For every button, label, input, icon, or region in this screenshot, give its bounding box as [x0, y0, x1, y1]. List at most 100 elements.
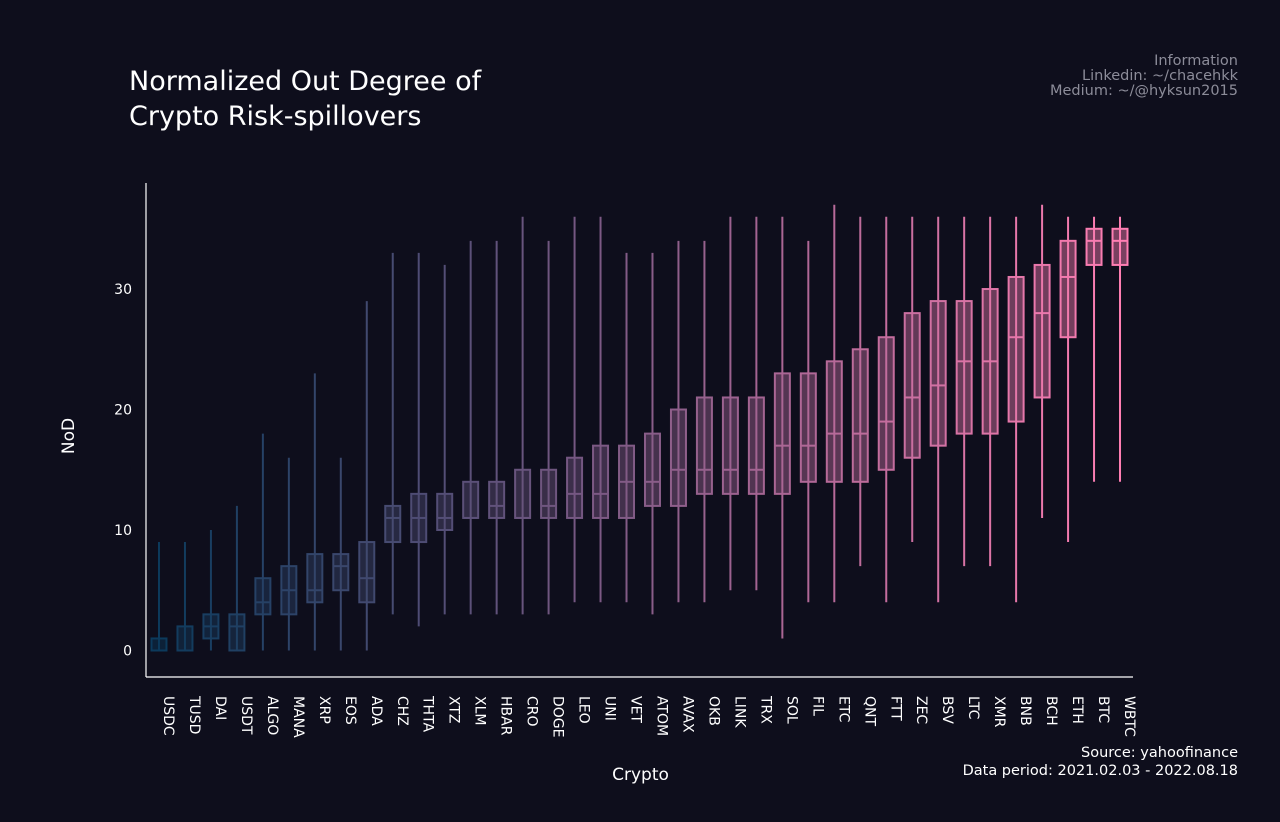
- box-link: [721, 216, 739, 591]
- x-tick-label-btc: BTC: [1095, 696, 1111, 723]
- box-mana: [280, 457, 298, 651]
- box-trx: [747, 216, 765, 591]
- x-tick-label-usdc: USDC: [160, 696, 176, 736]
- info-linkedin: Linkedin: ~/chacehkk: [1082, 68, 1238, 84]
- x-tick-label-ltc: LTC: [965, 696, 981, 720]
- box-wbtc: [1111, 216, 1129, 482]
- iqr-box-zec: [903, 312, 921, 459]
- chart-title-line-1: Normalized Out Degree of: [129, 66, 482, 97]
- chart-title: Normalized Out Degree of Crypto Risk-spi…: [129, 64, 481, 134]
- iqr-box-wbtc: [1111, 227, 1129, 266]
- iqr-box-btc: [1085, 227, 1103, 266]
- box-fil: [799, 240, 817, 603]
- box-algo: [254, 433, 272, 651]
- x-tick-label-sol: SOL: [783, 696, 799, 724]
- x-tick-label-cro: CRO: [524, 696, 540, 727]
- x-tick-label-bch: BCH: [1043, 696, 1059, 726]
- x-tick-label-xrp: XRP: [316, 696, 332, 724]
- iqr-box-sol: [773, 372, 791, 495]
- boxes-layer: [150, 204, 1129, 652]
- y-tick-label: 20: [114, 403, 132, 419]
- x-tick-label-ada: ADA: [368, 696, 384, 726]
- info-heading: Information: [1154, 53, 1238, 69]
- x-tick-label-eos: EOS: [342, 696, 358, 725]
- box-ltc: [955, 216, 973, 567]
- box-doge: [540, 240, 558, 615]
- iqr-box-usdc: [150, 637, 168, 652]
- box-hbar: [488, 240, 506, 615]
- iqr-box-avax: [669, 408, 687, 507]
- x-tick-label-fil: FIL: [809, 696, 825, 716]
- x-tick-label-avax: AVAX: [679, 696, 695, 733]
- iqr-box-fil: [799, 372, 817, 483]
- box-etc: [825, 204, 843, 603]
- iqr-box-cro: [514, 468, 532, 519]
- box-dai: [202, 530, 220, 651]
- info-medium: Medium: ~/@hyksun2015: [1049, 83, 1238, 99]
- iqr-box-xrp: [306, 553, 324, 604]
- iqr-box-eos: [332, 553, 350, 592]
- x-tick-label-xmr: XMR: [991, 696, 1007, 728]
- iqr-box-ftt: [877, 336, 895, 471]
- x-tick-label-trx: TRX: [757, 695, 773, 724]
- y-tick-label: 0: [123, 643, 132, 659]
- source-line: Source: yahoofinance: [1081, 745, 1238, 761]
- box-atom: [643, 252, 661, 615]
- x-tick-label-uni: UNI: [602, 696, 618, 721]
- box-cro: [514, 216, 532, 615]
- x-tick-label-doge: DOGE: [550, 696, 566, 738]
- iqr-box-xlm: [462, 480, 480, 519]
- box-bnb: [1007, 216, 1025, 603]
- box-xtz: [436, 264, 454, 615]
- iqr-box-xtz: [436, 492, 454, 532]
- box-avax: [669, 240, 687, 603]
- x-tick-label-usdt: USDT: [238, 696, 254, 735]
- iqr-box-usdt: [228, 613, 246, 652]
- iqr-box-doge: [540, 468, 558, 519]
- box-bsv: [929, 216, 947, 603]
- iqr-box-trx: [747, 396, 765, 495]
- box-qnt: [851, 216, 869, 567]
- box-eos: [332, 457, 350, 651]
- box-leo: [566, 216, 584, 603]
- iqr-box-bnb: [1007, 275, 1025, 423]
- axes-layer: USDC TUSD DAI USDT ALGO MANA XRP EOS ADA CHZ THTA X…: [59, 183, 1137, 785]
- x-tick-label-ftt: FTT: [887, 696, 903, 721]
- x-tick-label-eth: ETH: [1069, 696, 1085, 724]
- box-btc: [1085, 216, 1103, 482]
- iqr-box-bch: [1033, 263, 1051, 399]
- data-period-line: Data period: 2021.02.03 - 2022.08.18: [962, 763, 1238, 779]
- x-tick-label-leo: LEO: [576, 696, 592, 724]
- x-tick-label-wbtc: WBTC: [1121, 696, 1137, 737]
- box-usdc: [150, 542, 168, 652]
- y-tick-label: 10: [114, 523, 132, 539]
- iqr-box-hbar: [488, 480, 506, 519]
- chart-title-line-2: Crypto Risk-spillovers: [129, 101, 422, 132]
- iqr-box-tusd: [176, 625, 194, 652]
- x-tick-label-atom: ATOM: [653, 696, 669, 736]
- x-tick-label-algo: ALGO: [264, 696, 280, 735]
- iqr-box-atom: [643, 432, 661, 507]
- x-tick-label-chz: CHZ: [394, 696, 410, 726]
- box-uni: [592, 216, 610, 603]
- iqr-box-bsv: [929, 300, 947, 447]
- iqr-box-uni: [592, 444, 610, 519]
- iqr-box-eth: [1059, 239, 1077, 339]
- box-zec: [903, 216, 921, 543]
- y-tick-label: 30: [114, 282, 132, 298]
- x-tick-label-okb: OKB: [705, 696, 721, 726]
- iqr-box-ltc: [955, 300, 973, 435]
- source-block: Source: yahoofinance Data period: 2021.0…: [963, 744, 1238, 780]
- box-xmr: [981, 216, 999, 567]
- x-tick-label-tusd: TUSD: [186, 695, 202, 734]
- iqr-box-chz: [384, 504, 402, 544]
- x-tick-label-bsv: BSV: [939, 696, 955, 724]
- iqr-box-ada: [358, 541, 376, 604]
- box-usdt: [228, 505, 246, 652]
- x-tick-label-mana: MANA: [290, 696, 306, 738]
- x-tick-label-xlm: XLM: [472, 696, 488, 725]
- box-vet: [618, 252, 636, 603]
- box-okb: [695, 240, 713, 603]
- x-tick-label-qnt: QNT: [861, 696, 877, 726]
